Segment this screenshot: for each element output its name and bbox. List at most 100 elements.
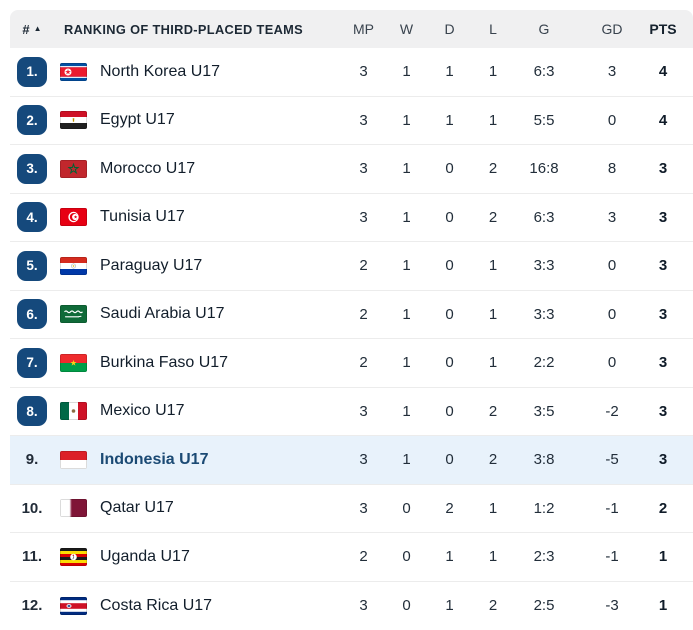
points-value: 3 <box>658 257 668 275</box>
rank-cell: 1. <box>10 56 54 87</box>
points-value: 3 <box>658 160 668 178</box>
matches-played-value: 3 <box>359 63 368 81</box>
rank-badge: 6. <box>17 299 47 330</box>
draws-value: 1 <box>445 548 454 566</box>
team-name[interactable]: Indonesia U17 <box>100 450 209 468</box>
goals-value: 3:3 <box>533 305 555 323</box>
team-cell: Morocco U17 <box>100 160 342 178</box>
flag-cell <box>54 62 100 81</box>
team-name[interactable]: Saudi Arabia U17 <box>100 305 225 323</box>
losses-value: 2 <box>488 597 498 615</box>
flag-cell <box>54 111 100 130</box>
team-name[interactable]: Qatar U17 <box>100 499 174 517</box>
table-row[interactable]: 7. Burkina Faso U17 2 1 0 1 2:2 0 3 <box>10 339 693 388</box>
goals-value: 2:2 <box>533 354 555 372</box>
table-title: RANKING OF THIRD-PLACED TEAMS <box>64 21 304 37</box>
rank-cell: 5. <box>10 250 54 281</box>
flag-paraguay-icon <box>60 256 87 275</box>
draws-value: 0 <box>445 208 454 226</box>
matches-played-value: 2 <box>359 305 368 323</box>
column-header-g[interactable]: G <box>538 21 550 37</box>
column-header-gd[interactable]: GD <box>601 21 623 37</box>
matches-played-value: 2 <box>359 548 368 566</box>
goal-difference-value: -3 <box>605 597 619 615</box>
rank-cell: 7. <box>10 347 54 378</box>
matches-played-value: 3 <box>359 597 368 615</box>
column-header-w[interactable]: W <box>399 21 414 37</box>
flag-costa-rica-icon <box>60 596 87 615</box>
losses-value: 1 <box>488 354 498 372</box>
wins-value: 1 <box>402 305 411 323</box>
points-value: 1 <box>658 548 668 566</box>
table-row[interactable]: 1. North Korea U17 3 1 1 1 6:3 3 4 <box>10 48 693 97</box>
rank-label: 9. <box>25 451 39 469</box>
matches-played-value: 3 <box>359 402 368 420</box>
points-value: 4 <box>658 111 668 129</box>
wins-value: 1 <box>402 451 411 469</box>
draws-value: 0 <box>445 402 454 420</box>
team-name[interactable]: Egypt U17 <box>100 111 175 129</box>
team-cell: Paraguay U17 <box>100 257 342 275</box>
team-name[interactable]: Costa Rica U17 <box>100 596 213 614</box>
rank-badge: 5. <box>17 250 47 281</box>
rank-cell: 6. <box>10 299 54 330</box>
wins-value: 1 <box>402 160 411 178</box>
team-cell: Qatar U17 <box>100 499 342 517</box>
team-cell: Indonesia U17 <box>100 451 342 469</box>
rank-badge: 8. <box>17 396 47 427</box>
rank-column-header[interactable]: # ▲ <box>10 22 54 37</box>
points-value: 4 <box>658 63 668 81</box>
goals-value: 3:3 <box>533 257 555 275</box>
team-name[interactable]: Morocco U17 <box>100 159 196 177</box>
team-name[interactable]: Burkina Faso U17 <box>100 353 229 371</box>
column-header-l[interactable]: L <box>489 21 497 37</box>
table-row[interactable]: 8. Mexico U17 3 1 0 2 3:5 -2 3 <box>10 387 693 436</box>
flag-cell <box>54 305 100 324</box>
rank-badge: 1. <box>17 56 47 87</box>
table-row[interactable]: 10. Qatar U17 3 0 2 1 1:2 -1 2 <box>10 484 693 533</box>
draws-value: 1 <box>445 111 454 129</box>
flag-cell <box>54 402 100 421</box>
flag-cell <box>54 208 100 227</box>
goals-value: 2:5 <box>533 597 555 615</box>
team-name[interactable]: Paraguay U17 <box>100 256 203 274</box>
team-cell: Costa Rica U17 <box>100 597 342 615</box>
points-value: 3 <box>658 402 668 420</box>
flag-cell <box>54 547 100 566</box>
points-value: 3 <box>658 354 668 372</box>
goals-value: 6:3 <box>533 63 555 81</box>
matches-played-value: 3 <box>359 111 368 129</box>
team-cell: Saudi Arabia U17 <box>100 305 342 323</box>
team-cell: North Korea U17 <box>100 63 342 81</box>
sort-ascending-icon: ▲ <box>33 24 42 33</box>
flag-morocco-icon <box>60 159 87 178</box>
points-value: 3 <box>658 451 668 469</box>
table-row[interactable]: 4. Tunisia U17 3 1 0 2 6:3 3 3 <box>10 193 693 242</box>
table-row[interactable]: 11. Uganda U17 2 0 1 1 2:3 -1 1 <box>10 533 693 582</box>
draws-value: 0 <box>445 451 454 469</box>
table-row[interactable]: 6. Saudi Arabia U17 2 1 0 1 3:3 0 3 <box>10 290 693 339</box>
table-row[interactable]: 3. Morocco U17 3 1 0 2 16:8 8 3 <box>10 145 693 194</box>
column-header-pts[interactable]: PTS <box>649 21 677 37</box>
column-header-d[interactable]: D <box>444 21 455 37</box>
table-row[interactable]: 2. Egypt U17 3 1 1 1 5:5 0 4 <box>10 96 693 145</box>
table-row[interactable]: 9. Indonesia U17 3 1 0 2 3:8 -5 3 <box>10 436 693 485</box>
flag-mexico-icon <box>60 402 87 421</box>
draws-value: 2 <box>445 499 454 517</box>
team-name[interactable]: North Korea U17 <box>100 62 221 80</box>
team-name[interactable]: Mexico U17 <box>100 402 185 420</box>
rank-badge: 2. <box>17 105 47 136</box>
goals-value: 3:8 <box>533 451 555 469</box>
matches-played-value: 2 <box>359 257 368 275</box>
wins-value: 0 <box>402 499 411 517</box>
goals-value: 5:5 <box>533 111 555 129</box>
team-name[interactable]: Tunisia U17 <box>100 208 185 226</box>
team-name[interactable]: Uganda U17 <box>100 547 190 565</box>
table-row[interactable]: 12. Costa Rica U17 3 0 1 2 2:5 -3 1 <box>10 581 693 630</box>
points-value: 3 <box>658 305 668 323</box>
column-header-mp[interactable]: MP <box>353 21 374 37</box>
team-cell: Egypt U17 <box>100 111 342 129</box>
table-row[interactable]: 5. Paraguay U17 2 1 0 1 3:3 0 3 <box>10 242 693 291</box>
flag-burkina-faso-icon <box>60 353 87 372</box>
matches-played-value: 3 <box>359 160 368 178</box>
